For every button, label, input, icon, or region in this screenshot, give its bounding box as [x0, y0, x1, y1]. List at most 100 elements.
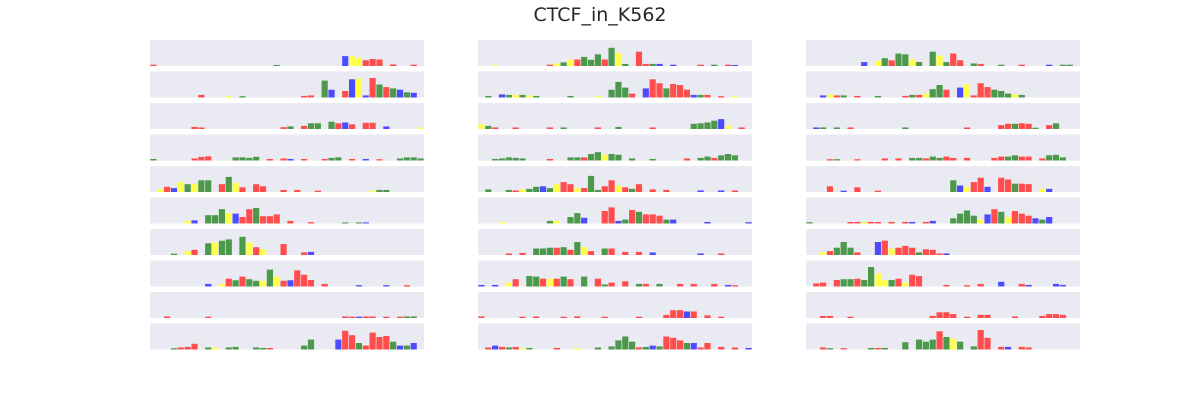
bar-G [376, 189, 383, 192]
bar-A [977, 330, 984, 350]
bar-G [581, 276, 588, 287]
panel-c1-r1 [150, 40, 424, 66]
bar-G [403, 316, 410, 318]
bar-G [874, 95, 882, 98]
bar-T [246, 242, 253, 255]
bar-A [348, 158, 356, 161]
bar-G [170, 348, 178, 350]
bar-A [1046, 125, 1053, 129]
bar-G [724, 154, 732, 161]
bar-A [410, 64, 417, 66]
bar-A [991, 157, 998, 161]
bar-A [1018, 183, 1025, 192]
bar-A [704, 94, 711, 98]
panel-background [150, 229, 424, 255]
bar-C [492, 345, 499, 350]
bar-A [150, 64, 157, 66]
bar-A [683, 158, 691, 161]
panel-background [478, 197, 752, 224]
bar-T [177, 182, 184, 192]
panel-c2-r7 [478, 229, 752, 255]
bar-T [963, 84, 971, 98]
bar-G [690, 123, 697, 129]
bar-A [642, 214, 649, 224]
bar-C [355, 285, 363, 287]
bar-A [847, 127, 854, 129]
panel-c2-r8 [478, 260, 752, 287]
bar-A [663, 336, 670, 350]
bar-A [376, 337, 383, 350]
bar-G [526, 276, 533, 287]
bar-A [622, 187, 629, 192]
bar-G [546, 247, 554, 255]
bar-G [847, 247, 854, 255]
bar-G [218, 209, 226, 224]
bar-G [390, 341, 397, 350]
bar-A [724, 64, 732, 66]
bar-G [253, 156, 260, 161]
bar-A [874, 347, 882, 350]
panel-background [150, 323, 424, 350]
bar-C [670, 64, 677, 66]
bar-T [615, 53, 622, 66]
bar-C [943, 253, 950, 255]
bar-G [656, 283, 663, 287]
bar-A [553, 347, 560, 350]
bar-G [355, 343, 363, 350]
bar-A [895, 278, 902, 287]
panel-c1-r4 [150, 134, 424, 161]
panel-background [478, 40, 752, 66]
bar-G [697, 123, 704, 129]
bar-T [355, 78, 363, 98]
bar-G [998, 211, 1005, 224]
bar-T [861, 221, 868, 224]
bar-A [218, 184, 226, 192]
bar-G [629, 341, 636, 350]
bar-A [991, 209, 998, 224]
bar-C [718, 190, 725, 192]
panel-background [150, 260, 424, 287]
bar-A [922, 158, 929, 161]
bar-C [697, 253, 704, 255]
bar-A [314, 190, 321, 192]
bar-G [1059, 157, 1066, 161]
panel-background [806, 292, 1080, 318]
bar-A [998, 125, 1005, 129]
bar-G [649, 158, 656, 161]
bar-A [635, 316, 643, 318]
bar-A [177, 347, 184, 350]
bar-A [676, 310, 684, 318]
bar-A [1025, 215, 1032, 224]
bar-G [266, 269, 273, 287]
bar-G [998, 91, 1005, 98]
bar-A [629, 93, 636, 98]
bar-A [390, 64, 397, 66]
bar-A [280, 244, 287, 255]
bar-C [745, 222, 752, 224]
bar-G [383, 189, 390, 192]
bar-G [697, 94, 704, 98]
bar-A [854, 221, 861, 224]
panel-c3-r3 [806, 103, 1080, 129]
bar-G [1059, 64, 1066, 66]
bar-C [984, 214, 991, 224]
bar-A [833, 95, 840, 98]
bar-T [909, 59, 916, 66]
bar-A [663, 314, 670, 318]
bar-A [867, 221, 875, 224]
bar-G [170, 253, 178, 255]
bar-G [253, 207, 260, 224]
bar-G [608, 89, 615, 98]
bar-T [259, 280, 267, 287]
bar-A [963, 285, 971, 287]
panel-c2-r3 [478, 103, 752, 129]
bar-A [239, 276, 246, 287]
panel-c1-r8 [150, 260, 424, 287]
bar-A [833, 280, 840, 287]
bar-T [574, 188, 581, 192]
bar-G [184, 184, 191, 192]
bar-G [376, 84, 383, 98]
bar-G [833, 159, 840, 161]
panel-c1-r5 [150, 166, 424, 192]
bar-G [861, 280, 868, 287]
